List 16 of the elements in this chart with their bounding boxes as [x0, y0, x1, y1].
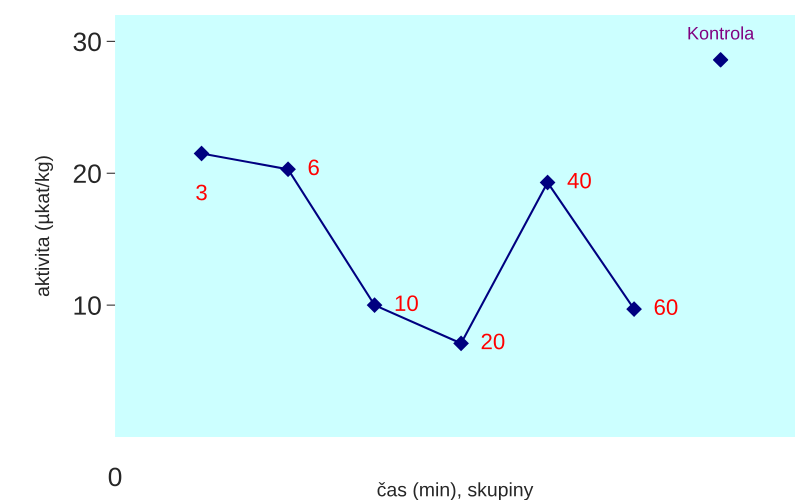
point — [280, 162, 296, 177]
y-axis-title: aktivita (µkat/kg) — [34, 156, 54, 296]
point — [540, 174, 556, 190]
x-tick-label: Kontrola — [688, 26, 754, 40]
point — [194, 146, 210, 162]
x-tick-label: 3 — [196, 184, 207, 200]
x-tick-label: 6 — [308, 160, 319, 176]
y-tick-label: 30 — [74, 32, 101, 52]
point — [454, 336, 469, 351]
x-axis-title: čas (min), skupiny — [378, 482, 534, 500]
text: 0 — [108, 468, 122, 486]
point — [366, 298, 382, 313]
point — [712, 52, 728, 68]
x-tick-label: 60 — [654, 299, 678, 316]
point — [626, 302, 642, 317]
x-tick-label: 40 — [568, 172, 591, 188]
